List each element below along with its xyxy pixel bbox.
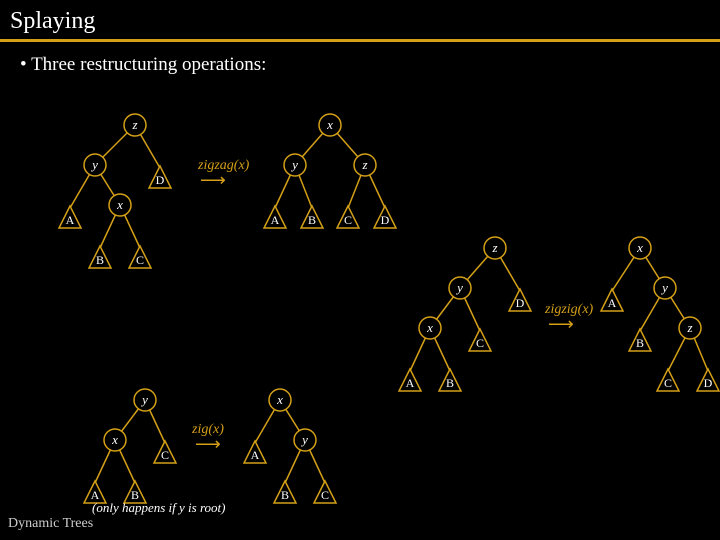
svg-text:z: z [686, 320, 692, 335]
footer-text: Dynamic Trees [8, 516, 93, 532]
svg-text:A: A [608, 296, 617, 310]
svg-text:y: y [140, 392, 148, 407]
svg-text:x: x [636, 240, 643, 255]
svg-text:y: y [455, 280, 463, 295]
svg-text:A: A [251, 448, 260, 462]
svg-text:y: y [90, 157, 98, 172]
svg-text:C: C [161, 448, 169, 462]
zig-note: (only happens if y is root) [92, 500, 225, 516]
svg-text:C: C [344, 213, 352, 227]
svg-text:B: B [446, 376, 454, 390]
svg-text:D: D [704, 376, 713, 390]
svg-text:B: B [636, 336, 644, 350]
zig-arrow: ⟶ [195, 434, 221, 455]
tree-diagrams-svg: zyxDABCxyzABCDzyxDCABxyzABCDyxCABxyABC [0, 0, 720, 540]
svg-text:C: C [476, 336, 484, 350]
svg-text:x: x [426, 320, 433, 335]
zigzag-arrow: ⟶ [200, 170, 226, 191]
svg-text:y: y [300, 432, 308, 447]
svg-text:C: C [664, 376, 672, 390]
svg-text:A: A [406, 376, 415, 390]
svg-text:A: A [271, 213, 280, 227]
svg-text:A: A [66, 213, 75, 227]
svg-text:D: D [156, 173, 165, 187]
svg-text:y: y [660, 280, 668, 295]
svg-text:x: x [111, 432, 118, 447]
svg-text:B: B [308, 213, 316, 227]
zigzig-arrow: ⟶ [548, 314, 574, 335]
svg-text:x: x [116, 197, 123, 212]
svg-text:D: D [516, 296, 525, 310]
svg-text:B: B [281, 488, 289, 502]
svg-text:C: C [136, 253, 144, 267]
svg-text:y: y [290, 157, 298, 172]
svg-text:z: z [131, 117, 137, 132]
svg-text:x: x [276, 392, 283, 407]
svg-text:D: D [381, 213, 390, 227]
svg-text:C: C [321, 488, 329, 502]
svg-text:z: z [491, 240, 497, 255]
svg-text:x: x [326, 117, 333, 132]
svg-text:z: z [361, 157, 367, 172]
svg-text:B: B [96, 253, 104, 267]
